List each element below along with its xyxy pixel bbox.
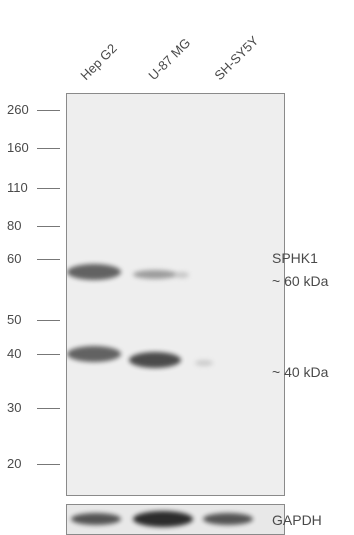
marker-50-label: 50 [7,312,22,327]
band-lower-label: ~ 40 kDa [272,364,329,380]
lane-label-hep-g2: Hep G2 [77,40,120,83]
marker-50: 50 [0,312,60,328]
marker-20-label: 20 [7,456,22,471]
marker-260-tick [37,110,60,111]
marker-160-label: 160 [7,140,29,155]
marker-160-tick [37,148,60,149]
blot-membrane [66,93,285,496]
marker-110-label: 110 [7,180,28,195]
band-u87-mg-60kda [133,270,177,279]
lane-label-sh-sy5y: SH-SY5Y [211,33,262,83]
marker-110: 110 [0,180,60,196]
marker-80-tick [37,226,60,227]
band-upper-label: ~ 60 kDa [272,273,329,289]
gapdh-membrane [66,504,285,535]
marker-260-label: 260 [7,102,29,117]
marker-60-label: 60 [7,251,22,266]
lane-label-u87-mg: U-87 MG [145,35,194,83]
marker-20-tick [37,464,60,465]
target-label: SPHK1 [272,250,318,266]
marker-30-tick [37,408,60,409]
marker-40: 40 [0,346,60,362]
marker-60: 60 [0,251,60,267]
marker-60-tick [37,259,60,260]
band-hep-g2-gapdh [71,513,121,525]
band-sh-sy5y-60kda [175,272,189,278]
marker-260: 260 [0,102,60,118]
band-u87-mg-40kda [129,352,181,368]
band-u87-mg-gapdh [133,511,193,527]
loading-control-label: GAPDH [272,512,322,528]
marker-40-label: 40 [7,346,22,361]
band-sh-sy5y-gapdh [203,513,253,525]
band-hep-g2-40kda [67,346,121,362]
marker-80-label: 80 [7,218,22,233]
band-sh-sy5y-40kda [195,360,213,366]
marker-80: 80 [0,218,60,234]
marker-50-tick [37,320,60,321]
marker-30-label: 30 [7,400,22,415]
marker-30: 30 [0,400,60,416]
marker-20: 20 [0,456,60,472]
marker-160: 160 [0,140,60,156]
marker-110-tick [37,188,60,189]
band-hep-g2-60kda [67,264,121,280]
marker-40-tick [37,354,60,355]
